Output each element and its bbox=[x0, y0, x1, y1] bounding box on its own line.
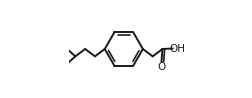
Text: OH: OH bbox=[169, 44, 185, 54]
Text: O: O bbox=[157, 62, 166, 72]
